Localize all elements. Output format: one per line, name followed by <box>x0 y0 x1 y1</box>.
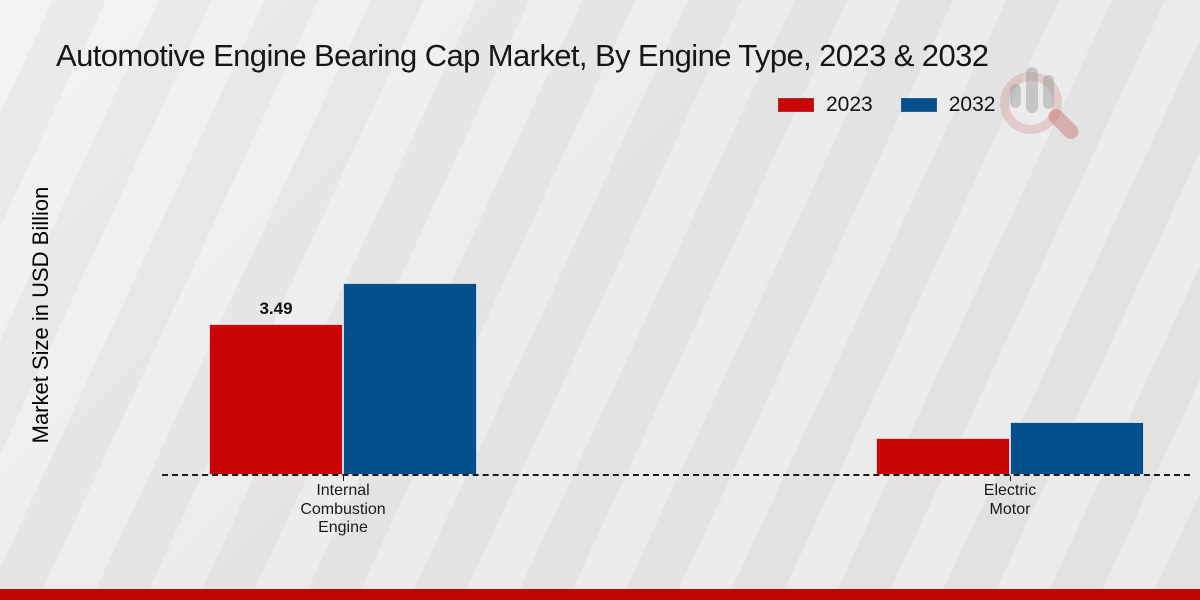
bar-2023-electric-motor <box>876 438 1010 475</box>
logo-bar-icon <box>1010 84 1021 108</box>
x-axis-category-label: Internal Combustion Engine <box>300 482 386 536</box>
legend-item-2032: 2032 <box>900 93 996 117</box>
legend-item-2023: 2023 <box>778 93 873 117</box>
bar-2032-internal-combustion-engine <box>343 283 477 475</box>
legend-label: 2032 <box>948 93 996 116</box>
logo-bar-icon <box>1026 67 1038 113</box>
x-axis-tick <box>1010 476 1011 481</box>
legend-swatch-2023 <box>778 98 814 112</box>
bar-value-label: 3.49 <box>259 299 293 318</box>
x-axis-dashed-baseline <box>162 474 1190 476</box>
legend: 2023 2032 <box>778 93 995 117</box>
logo-bar-icon <box>1043 75 1054 109</box>
legend-swatch-2032 <box>900 98 937 112</box>
magnifier-bar-chart-logo-icon <box>998 58 1093 143</box>
footer-accent-strip <box>0 589 1200 600</box>
x-axis-category-label: Electric Motor <box>983 482 1037 518</box>
x-axis-tick <box>343 476 344 481</box>
magnifier-ring-icon <box>1000 72 1062 134</box>
y-axis-label: Market Size in USD Billion <box>28 186 53 444</box>
bar-2023-internal-combustion-engine <box>209 324 343 475</box>
chart-title: Automotive Engine Bearing Cap Market, By… <box>56 38 989 73</box>
legend-label: 2023 <box>826 93 873 116</box>
bar-2032-electric-motor <box>1010 422 1144 475</box>
